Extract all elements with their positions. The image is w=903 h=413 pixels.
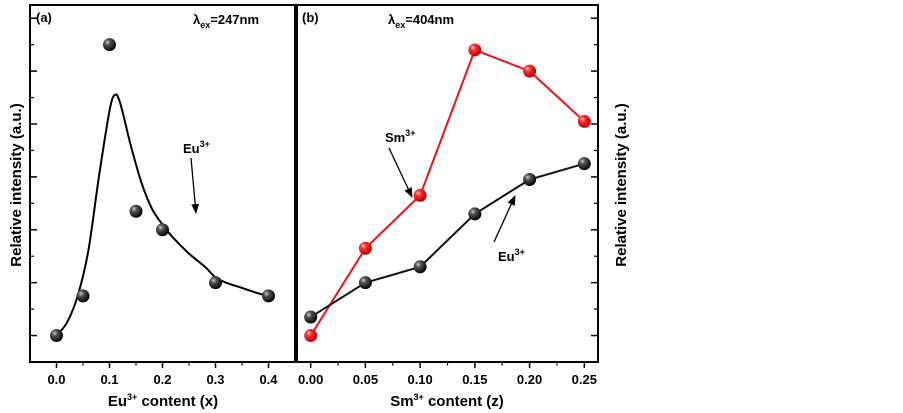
panel-b-y-axis-title: Relative intensity (a.u.) <box>613 103 630 266</box>
panel-b-excitation: λex=404nm <box>388 12 454 30</box>
panel-b-eu-data-point <box>577 157 591 171</box>
panel-b-x-tick-label: 0.25 <box>572 372 597 387</box>
panel-a-excitation: λex=247nm <box>193 12 259 30</box>
panel-a-x-tick-label: 0.0 <box>47 372 65 387</box>
panel-b-sm-data-point <box>468 43 482 57</box>
panel-a-data-point <box>156 223 169 237</box>
panel-a-fit-curve <box>55 93 269 337</box>
panel-b: 0.00 0.05 0.10 0.15 0.20 0.25 (b) λex=404nm S… <box>296 4 630 410</box>
panel-a-x-axis-title: Eu3+ content (x) <box>108 392 218 410</box>
panel-b-x-axis-title: Sm3+ content (z) <box>390 392 504 410</box>
panel-b-eu-data-point <box>413 260 427 274</box>
panel-a-frame <box>29 4 296 363</box>
panel-a-x-tick-label: 0.2 <box>153 372 171 387</box>
panel-b-tag: (b) <box>302 10 319 25</box>
panel-a-data-point <box>103 38 116 52</box>
panel-b-sm-data-point <box>413 188 427 202</box>
panel-a-data-point <box>50 329 63 343</box>
panel-b-x-tick-label: 0.15 <box>462 372 487 387</box>
panel-b-x-tick-label: 0.05 <box>353 372 378 387</box>
panel-b-x-tick-label: 0.20 <box>517 372 542 387</box>
panel-a-y-ticks <box>30 17 37 337</box>
panel-a-data-points <box>50 38 275 343</box>
panel-b-eu-data-point <box>304 310 318 324</box>
panel-b-y-ticks <box>591 17 598 337</box>
panel-b-sm-arrow <box>388 147 413 198</box>
panel-a-eu-label: Eu3+ <box>183 139 210 156</box>
panel-b-sm-data-point <box>577 114 591 128</box>
panel-b-eu-arrow <box>493 195 516 243</box>
panel-b-eu-label: Eu3+ <box>498 247 525 264</box>
panel-a-x-tick-label: 0.1 <box>100 372 118 387</box>
panel-b-sm-data-point <box>523 64 537 78</box>
panel-b-eu-line <box>310 162 585 318</box>
panel-b-x-tick-label: 0.00 <box>298 372 323 387</box>
panel-a-data-point <box>262 289 275 303</box>
panel-a-x-ticks: 0.0 0.1 0.2 0.3 0.4 <box>47 362 278 387</box>
panel-a-y-axis-title: Relative intensity (a.u.) <box>8 103 25 266</box>
panel-b-eu-data-point <box>468 207 482 221</box>
panel-b-eu-data-point <box>523 173 537 187</box>
panel-a-x-tick-label: 0.4 <box>259 372 278 387</box>
panel-b-sm-label: Sm3+ <box>385 128 416 145</box>
panel-b-sm-data-point <box>358 241 372 255</box>
panel-a-data-point <box>209 276 222 290</box>
panel-a-tag: (a) <box>36 10 52 25</box>
panel-a-x-tick-label: 0.3 <box>206 372 224 387</box>
panel-a-data-point <box>129 204 143 218</box>
panel-b-sm-data-point <box>304 329 318 343</box>
panel-b-data-points <box>304 43 591 343</box>
panel-b-frame <box>296 4 599 363</box>
panel-b-eu-data-point <box>358 276 372 290</box>
panel-a-eu-arrow <box>190 157 200 214</box>
panel-b-x-ticks: 0.00 0.05 0.10 0.15 0.20 0.25 <box>298 362 597 387</box>
panel-a-data-point <box>76 289 90 303</box>
panel-b-x-tick-label: 0.10 <box>407 372 432 387</box>
panel-a: 0.0 0.1 0.2 0.3 0.4 (a) λex=247nm Eu3+ Relat… <box>8 4 296 410</box>
panel-b-sm-line <box>309 48 585 337</box>
